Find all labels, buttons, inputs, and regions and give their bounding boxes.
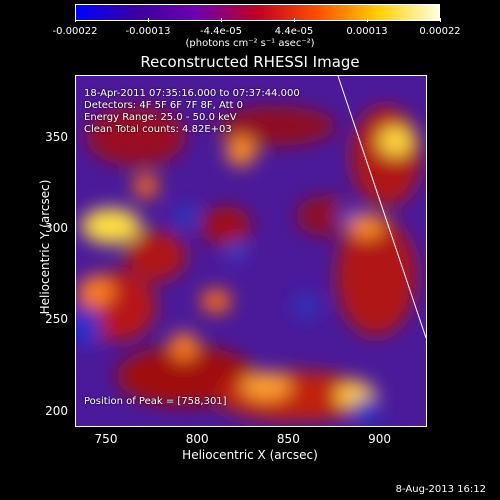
colorbar-tick-mark [367, 18, 368, 22]
time-range: 18-Apr-2011 07:35:16.000 to 07:37:44.000 [84, 88, 300, 99]
rhessi-image[interactable]: 18-Apr-2011 07:35:16.000 to 07:37:44.000… [75, 75, 427, 427]
footer-date: 8-Aug-2013 16:12 [395, 484, 486, 495]
y-tick-label: 350 [45, 130, 68, 144]
plot-title: Reconstructed RHESSI Image [140, 53, 360, 71]
detectors: Detectors: 4F 5F 6F 7F 8F, Att 0 [84, 100, 244, 111]
colorbar-unit-label: (photons cm⁻² s⁻¹ asec⁻²) [185, 38, 315, 49]
y-axis-label: Heliocentric Y (arcsec) [38, 179, 52, 315]
colorbar-tick-mark [440, 18, 441, 22]
colorbar-tick-mark [75, 18, 76, 22]
y-tick-label: 250 [45, 312, 68, 327]
image-map [76, 76, 426, 426]
colorbar [75, 4, 440, 21]
x-axis-label: Heliocentric X (arcsec) [182, 448, 318, 462]
y-tick-label: 300 [45, 221, 68, 236]
colorbar-tick-label: -4.4e-05 [200, 26, 242, 37]
energy-range: Energy Range: 25.0 - 50.0 keV [84, 112, 237, 123]
y-tick-label: 200 [45, 403, 68, 418]
x-tick-label: 750 [94, 432, 118, 446]
colorbar-tick-label: 0.00022 [419, 26, 461, 37]
solar-limb-line [337, 76, 426, 339]
colorbar-tick-label: 4.4e-05 [274, 26, 314, 37]
x-tick-label: 900 [368, 432, 392, 446]
x-tick-label: 850 [276, 432, 300, 446]
colorbar-tick-mark [221, 18, 222, 22]
colorbar-tick-label: -0.00022 [52, 26, 98, 37]
colorbar-tick-label: 0.00013 [346, 26, 388, 37]
colorbar-tick-label: -0.00013 [125, 26, 171, 37]
colorbar-tick-mark [294, 18, 295, 22]
colorbar-tick-mark [148, 18, 149, 22]
clean-counts: Clean Total counts: 4.82E+03 [84, 124, 232, 135]
peak-position: Position of Peak = [758,301] [84, 396, 227, 407]
x-tick-label: 800 [185, 432, 209, 446]
